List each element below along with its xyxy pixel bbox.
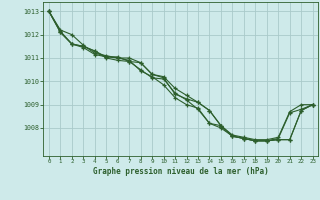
X-axis label: Graphe pression niveau de la mer (hPa): Graphe pression niveau de la mer (hPa) [93,167,269,176]
